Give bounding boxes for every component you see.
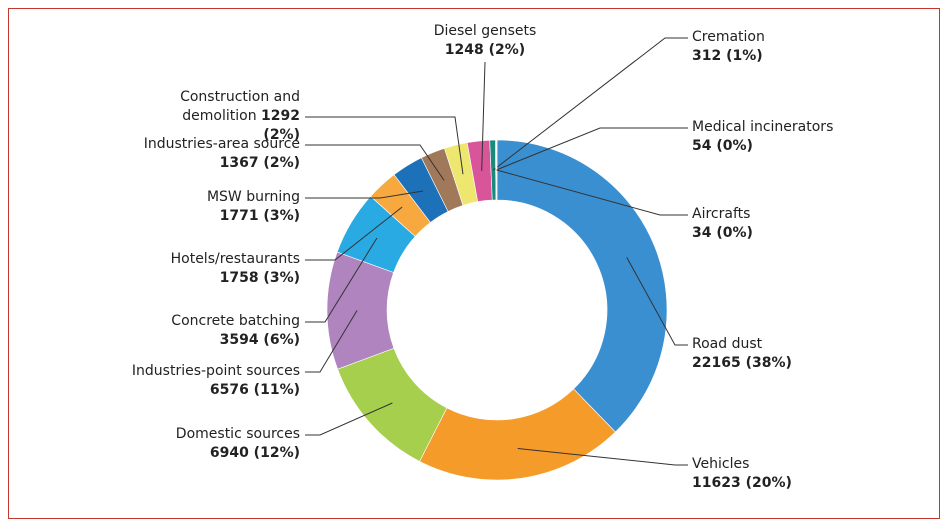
leader-line [305,402,393,436]
leader-line [495,127,688,171]
slice-label: Aircrafts 34 (0%) [692,205,753,243]
value-label: 34 (0%) [692,225,753,241]
category-label: Road dust [692,336,763,352]
slice-label: Medical incinerators 54 (0%) [692,118,833,156]
leader-line [305,116,464,175]
leader-line [305,237,378,323]
value-label: 11623 (20%) [692,475,792,491]
category-label: MSW burning [206,189,300,205]
category-label: Diesel gensets [433,23,537,39]
value-label: 6940 (12%) [209,445,300,461]
slice-label: MSW burning 1771 (3%) [207,188,300,226]
slice-label: Construction and demolition 1292 (2%) [150,88,300,145]
category-label: Hotels/restaurants [170,251,300,267]
value-label: 54 (0%) [692,138,753,154]
category-label: Vehicles [692,456,750,472]
slice-label: Concrete batching 3594 (6%) [171,312,300,350]
donut-segment [326,251,395,370]
donut-segment [419,388,616,481]
value-label: 6576 (11%) [209,382,300,398]
category-label: Concrete batching [171,313,300,329]
slice-label: Industries-point sources 6576 (11%) [132,362,300,400]
category-label: Cremation [692,29,765,45]
category-label: Industries-point sources [131,363,300,379]
value-label: 22165 (38%) [692,355,792,371]
category-label: Construction and demolition [180,89,300,124]
slice-label: Domestic sources 6940 (12%) [176,425,300,463]
leader-line [481,61,486,171]
value-label: 1771 (3%) [219,208,300,224]
donut-segment [496,139,498,201]
slice-label: Vehicles 11623 (20%) [692,455,792,493]
slice-label: Hotels/restaurants 1758 (3%) [171,250,300,288]
donut-segment [496,139,668,433]
leader-line [305,310,358,373]
leader-line [496,169,688,216]
leader-line [305,190,424,199]
category-label: Medical incinerators [692,119,834,135]
slice-label: Cremation 312 (1%) [692,28,765,66]
frame [8,8,940,519]
value-label: 1758 (3%) [219,270,300,286]
value-label: 1292 (2%) [261,108,300,143]
leader-line [493,37,688,171]
value-label: 1367 (2%) [219,155,300,171]
leader-line [626,257,688,346]
value-label: 3594 (6%) [219,332,300,348]
value-label: 1248 (2%) [444,42,526,58]
slice-label: Industries-area source 1367 (2%) [144,135,300,173]
slice-label: Diesel gensets 1248 (2%) [410,22,560,60]
leader-line [517,447,688,466]
category-label: Industries-area source [143,136,300,152]
leader-line [305,144,445,181]
slice-label: Road dust 22165 (38%) [692,335,792,373]
category-label: Aircrafts [692,206,751,222]
leader-line [305,206,403,261]
value-label: 312 (1%) [692,48,763,64]
category-label: Domestic sources [175,426,300,442]
